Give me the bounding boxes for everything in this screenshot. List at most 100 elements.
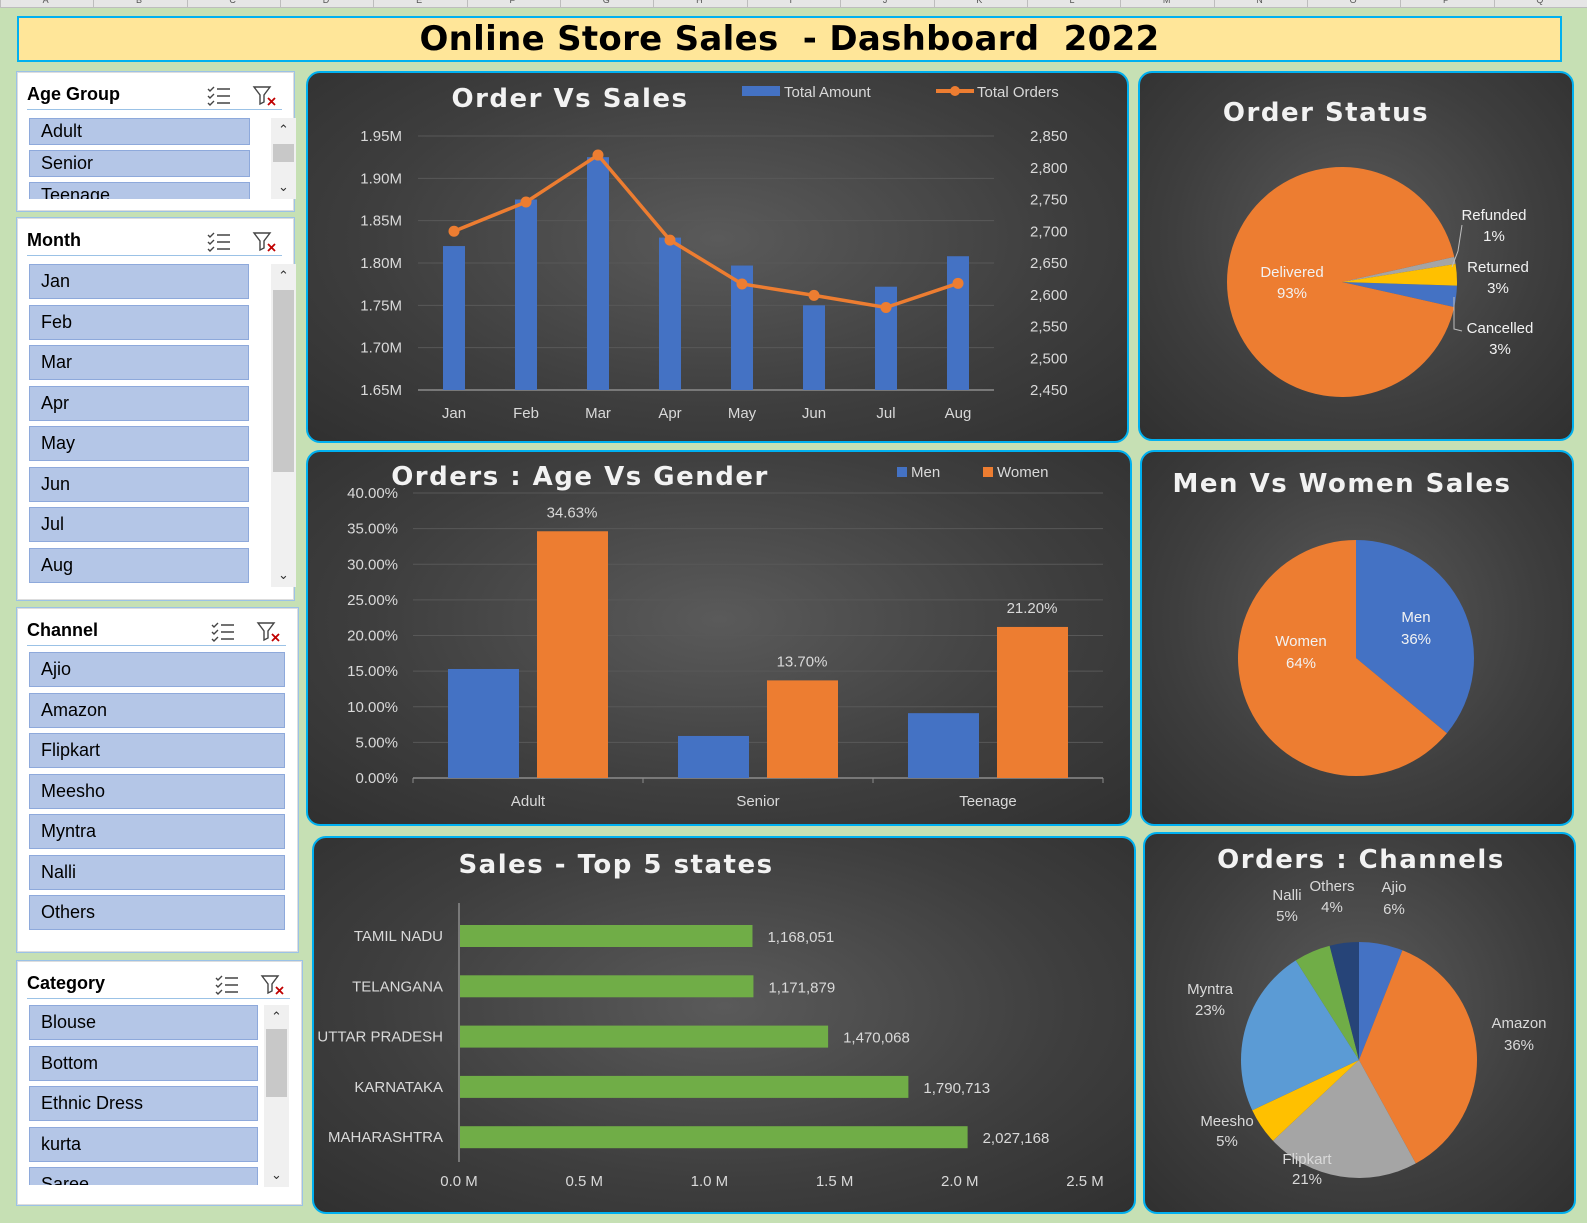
- chevron-down-icon[interactable]: ⌄: [278, 179, 289, 194]
- x-tick-label: Adult: [511, 793, 546, 810]
- column-divider: [1026, 0, 1028, 7]
- clear-filter-icon[interactable]: [260, 973, 286, 997]
- scroll-thumb[interactable]: [273, 290, 294, 472]
- slicer-scrollbar[interactable]: ⌃ ⌄: [271, 118, 296, 199]
- legend-label: Men: [911, 464, 940, 481]
- point-total-orders: [664, 234, 676, 246]
- chevron-down-icon[interactable]: ⌄: [278, 567, 289, 582]
- column-letter[interactable]: F: [509, 0, 515, 5]
- age-vs-gender-chart: Orders : Age Vs Gender Men Women 0.00% 5.00%…: [306, 450, 1132, 826]
- slice-label: Ajio: [1381, 879, 1406, 896]
- men-vs-women-chart: Men Vs Women Sales Men 36% Women 64%: [1140, 450, 1574, 826]
- slicer-items: Adult Senior Teenage: [29, 118, 266, 199]
- column-letter[interactable]: Q: [1536, 0, 1544, 5]
- slicer-item-myntra[interactable]: Myntra: [29, 814, 285, 849]
- chevron-down-icon[interactable]: ⌄: [271, 1167, 282, 1182]
- x-tick-label: Aug: [945, 405, 972, 422]
- slicer-item-mar[interactable]: Mar: [29, 345, 249, 380]
- multi-select-icon[interactable]: [206, 230, 232, 254]
- y-left-tick-label: 1.75M: [360, 297, 402, 314]
- clear-filter-icon[interactable]: [252, 230, 278, 254]
- chevron-up-icon[interactable]: ⌃: [278, 268, 289, 283]
- clear-filter-icon[interactable]: [252, 84, 278, 108]
- chart-title: Order Status: [1223, 98, 1429, 128]
- order-vs-sales-plot: Order Vs Sales Total Amount Total Orders 1.…: [360, 84, 1068, 422]
- bar-state: [460, 1025, 829, 1048]
- chevron-up-icon[interactable]: ⌃: [271, 1009, 282, 1024]
- slicer-item-adult[interactable]: Adult: [29, 118, 250, 145]
- y-right-tick-label: 2,500: [1030, 350, 1068, 367]
- slicer-item-flipkart[interactable]: Flipkart: [29, 733, 285, 768]
- slice-label: Returned: [1467, 259, 1529, 276]
- x-tick-label: Feb: [513, 405, 539, 422]
- slicer-item-saree[interactable]: Saree: [29, 1167, 258, 1185]
- column-letter[interactable]: G: [602, 0, 610, 5]
- y-right-tick-label: 2,600: [1030, 287, 1068, 304]
- slicer-item-others[interactable]: Others: [29, 895, 285, 930]
- slicer-item-kurta[interactable]: kurta: [29, 1126, 258, 1162]
- column-letter[interactable]: C: [229, 0, 236, 5]
- column-letter[interactable]: D: [322, 0, 330, 5]
- slicer-item-amazon[interactable]: Amazon: [29, 692, 285, 728]
- slice-label: Women: [1275, 633, 1326, 650]
- slicer-item-may[interactable]: May: [29, 426, 249, 461]
- column-letter[interactable]: P: [1442, 0, 1449, 5]
- multi-select-icon[interactable]: [210, 620, 236, 644]
- slicer-item-blouse[interactable]: Blouse: [29, 1005, 258, 1040]
- slicer-item-ajio[interactable]: Ajio: [29, 652, 285, 687]
- chevron-up-icon[interactable]: ⌃: [278, 122, 289, 137]
- data-label: 1,790,713: [923, 1080, 990, 1097]
- column-letter[interactable]: J: [882, 0, 888, 5]
- bar-women: [537, 531, 608, 778]
- slicer-scrollbar[interactable]: ⌃ ⌄: [264, 1005, 289, 1187]
- pie-slice-men: [1356, 540, 1474, 734]
- column-divider: [280, 0, 282, 7]
- column-divider: [1213, 0, 1215, 7]
- line-total-orders: [453, 152, 959, 310]
- column-letter[interactable]: M: [1162, 0, 1171, 5]
- slicer-scrollbar[interactable]: ⌃ ⌄: [271, 264, 296, 587]
- column-letter[interactable]: B: [136, 0, 143, 5]
- chart-title: Sales - Top 5 states: [458, 850, 773, 880]
- slicer-item-apr[interactable]: Apr: [29, 385, 249, 421]
- multi-select-icon[interactable]: [214, 973, 240, 997]
- slice-value: 5%: [1216, 1133, 1238, 1150]
- slicer-item-teenage[interactable]: Teenage: [29, 182, 250, 199]
- slice-label: Flipkart: [1282, 1151, 1332, 1168]
- column-letter[interactable]: H: [696, 0, 703, 5]
- y-tick-label: MAHARASHTRA: [328, 1129, 443, 1146]
- slicer-item-ethnic-dress[interactable]: Ethnic Dress: [29, 1086, 258, 1121]
- slicer-item-meesho[interactable]: Meesho: [29, 773, 285, 809]
- channel-slicer: Channel Ajio Amazon Flipkart Meesho Myntra Na…: [16, 607, 299, 953]
- clear-filter-icon[interactable]: [256, 620, 282, 644]
- column-letter[interactable]: K: [976, 0, 983, 5]
- column-letter[interactable]: E: [416, 0, 423, 5]
- slicer-item-nalli[interactable]: Nalli: [29, 854, 285, 890]
- x-tick-label: 1.5 M: [816, 1173, 854, 1190]
- slicer-item-jun[interactable]: Jun: [29, 466, 249, 502]
- pie-slice-flipkart: [1272, 1060, 1416, 1178]
- slicer-item-bottom[interactable]: Bottom: [29, 1045, 258, 1081]
- scroll-thumb[interactable]: [273, 144, 294, 162]
- column-letter[interactable]: L: [1069, 0, 1075, 5]
- x-tick-label: 0.5 M: [565, 1173, 603, 1190]
- slicer-item-senior[interactable]: Senior: [29, 150, 250, 177]
- slicer-item-feb[interactable]: Feb: [29, 304, 249, 340]
- slice-value: 93%: [1277, 285, 1307, 302]
- slicer-item-aug[interactable]: Aug: [29, 547, 249, 583]
- slicer-item-jul[interactable]: Jul: [29, 507, 249, 542]
- data-label: 2,027,168: [983, 1130, 1050, 1147]
- slicer-item-jan[interactable]: Jan: [29, 264, 249, 299]
- scroll-thumb[interactable]: [266, 1029, 287, 1097]
- top-states-chart: Sales - Top 5 states 0.0 M 0.5 M 1.0 M 1.5 M…: [312, 836, 1136, 1214]
- column-letter[interactable]: I: [789, 0, 793, 5]
- y-right-tick-label: 2,850: [1030, 128, 1068, 145]
- slice-value: 6%: [1383, 901, 1405, 918]
- y-tick-label: 20.00%: [347, 628, 398, 645]
- bar-total-amount: [587, 157, 609, 390]
- column-letter[interactable]: A: [42, 0, 49, 5]
- column-letter[interactable]: O: [1349, 0, 1357, 5]
- month-slicer: Month Jan Feb Mar Apr May Jun Jul Aug ⌃ ⌄: [16, 217, 296, 601]
- column-letter[interactable]: N: [1256, 0, 1263, 5]
- multi-select-icon[interactable]: [206, 84, 232, 108]
